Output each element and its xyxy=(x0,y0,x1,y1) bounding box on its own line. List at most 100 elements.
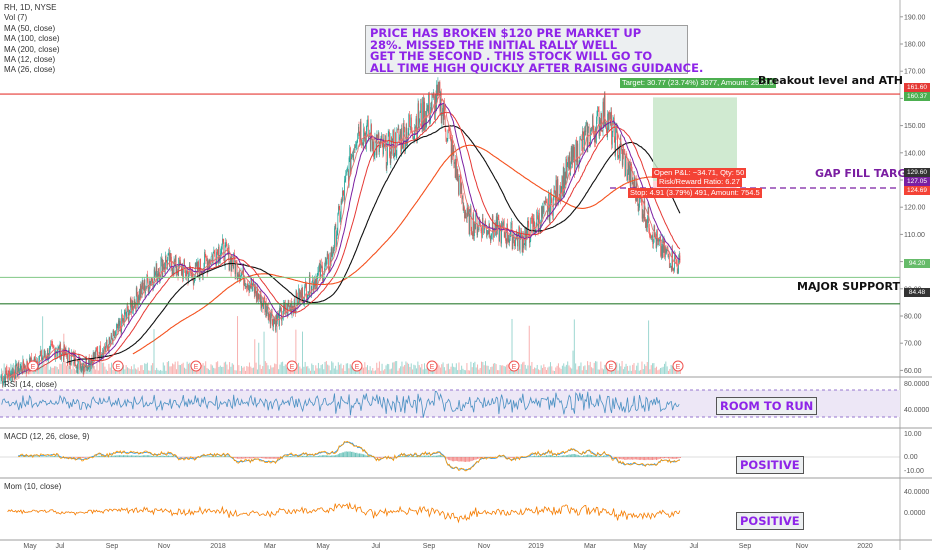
volume-bar xyxy=(126,367,128,374)
candle-body xyxy=(128,313,130,321)
macd-histogram-bar xyxy=(327,455,329,457)
volume-bar xyxy=(673,366,675,374)
macd-histogram-bar xyxy=(353,452,355,457)
volume-bar xyxy=(10,363,12,374)
volume-bar xyxy=(388,364,390,374)
candle-body xyxy=(183,259,185,266)
stop-tag[interactable]: Stop: 4.91 (3.79%) 491, Amount: 754.5 xyxy=(628,188,762,198)
macd-histogram-bar xyxy=(664,457,665,459)
macd-histogram-bar xyxy=(366,455,368,457)
risk-reward-tag[interactable]: Risk/Reward Ratio: 6.27 xyxy=(657,177,742,187)
candle-body xyxy=(55,351,56,358)
candle-body xyxy=(503,221,504,227)
volume-bar xyxy=(401,361,403,374)
target-tag[interactable]: Target: 30.77 (23.74%) 3077, Amount: 253… xyxy=(620,78,776,88)
volume-bar xyxy=(4,367,6,374)
macd-histogram-bar xyxy=(161,455,163,457)
volume-bar xyxy=(160,369,162,374)
candle-body xyxy=(403,123,404,149)
candle-body xyxy=(299,292,301,304)
candle-body xyxy=(90,361,91,366)
macd-histogram-bar xyxy=(410,455,412,457)
candle-body xyxy=(542,206,544,217)
candle-body xyxy=(573,147,575,158)
candle-body xyxy=(554,190,555,193)
volume-bar xyxy=(36,365,38,374)
volume-bar xyxy=(323,369,325,374)
candle-body xyxy=(395,132,396,156)
price-tick-label: 110.00 xyxy=(904,232,925,239)
volume-bar xyxy=(92,362,94,374)
candle-body xyxy=(556,180,557,202)
macd-histogram-bar xyxy=(622,457,624,460)
volume-bar xyxy=(63,333,65,374)
candle-body xyxy=(633,181,634,189)
macd-histogram-bar xyxy=(115,455,117,457)
volume-bar xyxy=(362,367,364,374)
time-tick-label: Nov xyxy=(478,543,491,550)
macd-histogram-bar xyxy=(677,457,679,459)
volume-bar xyxy=(42,316,44,374)
candle-body xyxy=(104,349,106,350)
candle-body xyxy=(391,136,392,154)
candle-body xyxy=(239,274,241,282)
candle-body xyxy=(267,304,269,320)
candle-body xyxy=(312,279,314,291)
volume-bar xyxy=(174,361,176,374)
macd-histogram-bar xyxy=(137,455,139,457)
volume-bar xyxy=(555,367,557,374)
candle-body xyxy=(144,279,146,294)
candle-body xyxy=(23,360,24,369)
macd-histogram-bar xyxy=(19,456,21,457)
candle-body xyxy=(459,174,461,177)
macd-histogram-bar xyxy=(658,457,660,459)
candle-body xyxy=(323,273,325,279)
candle-body xyxy=(342,190,343,202)
candle-body xyxy=(102,352,104,358)
macd-histogram-bar xyxy=(654,457,656,460)
candle-body xyxy=(275,315,277,331)
candle-body xyxy=(64,345,65,355)
volume-bar xyxy=(24,368,26,374)
volume-bar xyxy=(27,365,29,374)
macd-histogram-bar xyxy=(130,455,132,457)
macd-histogram-bar xyxy=(381,457,383,458)
candle-body xyxy=(112,330,114,341)
macd-histogram-bar xyxy=(84,457,86,458)
volume-bar xyxy=(446,363,448,374)
macd-histogram-bar xyxy=(329,455,331,457)
volume-bar xyxy=(522,362,524,374)
macd-histogram-bar xyxy=(96,456,98,457)
candle-body xyxy=(1,377,3,379)
candle-body xyxy=(645,218,646,228)
candle-body xyxy=(524,231,526,244)
rsi-tick-label: 40.0000 xyxy=(904,407,929,414)
open-pl-tag[interactable]: Open P&L: −34.71, Qty: 50 xyxy=(652,168,747,178)
analysis-annotation[interactable]: PRICE HAS BROKEN $120 PRE MARKET UP 28%.… xyxy=(365,25,703,74)
candle-body xyxy=(92,353,94,366)
candle-body xyxy=(533,218,534,231)
volume-bar xyxy=(569,367,571,374)
volume-bar xyxy=(14,365,16,374)
candle-body xyxy=(527,221,528,235)
volume-bar xyxy=(50,366,52,374)
volume-bar xyxy=(650,365,652,374)
macd-histogram-bar xyxy=(313,456,315,457)
time-tick-label: Sep xyxy=(739,543,752,550)
candle-body xyxy=(208,261,209,269)
candle-body xyxy=(340,214,341,222)
candle-body xyxy=(96,350,98,352)
macd-histogram-bar xyxy=(222,456,224,457)
candle-body xyxy=(602,101,604,132)
candle-body xyxy=(434,93,436,120)
macd-histogram-bar xyxy=(264,457,266,459)
candle-body xyxy=(627,173,628,181)
volume-bar xyxy=(416,368,418,374)
candle-body xyxy=(72,353,74,357)
volume-bar xyxy=(247,366,249,374)
candle-body xyxy=(444,117,446,131)
volume-bar xyxy=(516,370,518,374)
volume-bar xyxy=(332,362,334,374)
candle-body xyxy=(268,314,270,320)
candle-body xyxy=(466,217,467,219)
